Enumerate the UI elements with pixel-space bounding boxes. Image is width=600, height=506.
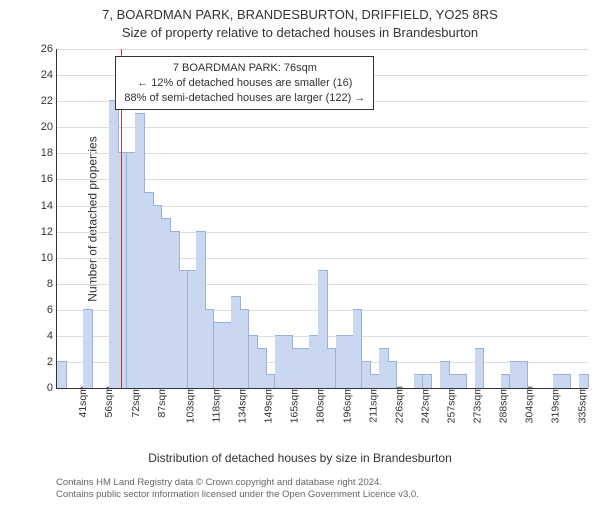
y-tick-label: 8 bbox=[29, 278, 53, 290]
histogram-bar bbox=[388, 361, 398, 388]
annotation-line-1: 7 BOARDMAN PARK: 76sqm bbox=[124, 61, 365, 76]
x-tick-label: 242sqm bbox=[420, 386, 432, 423]
title-line-1: 7, BOARDMAN PARK, BRANDESBURTON, DRIFFIE… bbox=[8, 6, 592, 24]
x-axis-label: Distribution of detached houses by size … bbox=[0, 451, 600, 465]
footer: Contains HM Land Registry data © Crown c… bbox=[56, 477, 588, 502]
y-tick-label: 4 bbox=[29, 330, 53, 342]
x-tick-label: 257sqm bbox=[446, 386, 458, 423]
y-tick-label: 16 bbox=[29, 173, 53, 185]
x-tick-label: 319sqm bbox=[550, 386, 562, 423]
x-tick-label: 41sqm bbox=[77, 386, 89, 418]
x-tick-label: 134sqm bbox=[237, 386, 249, 423]
y-tick-label: 18 bbox=[29, 147, 53, 159]
histogram-bar bbox=[83, 309, 93, 388]
x-tick-label: 211sqm bbox=[367, 386, 379, 423]
y-tick-label: 24 bbox=[29, 69, 53, 81]
footer-line-1: Contains HM Land Registry data © Crown c… bbox=[56, 477, 588, 489]
x-tick-label: 335sqm bbox=[576, 386, 588, 423]
y-tick-label: 20 bbox=[29, 121, 53, 133]
y-tick-label: 26 bbox=[29, 43, 53, 55]
y-tick-label: 0 bbox=[29, 382, 53, 394]
histogram-bar bbox=[562, 374, 572, 388]
x-tick-label: 196sqm bbox=[341, 386, 353, 423]
annotation-box: 7 BOARDMAN PARK: 76sqm ← 12% of detached… bbox=[115, 56, 374, 111]
histogram-bar bbox=[579, 374, 589, 388]
title-line-2: Size of property relative to detached ho… bbox=[8, 24, 592, 42]
annotation-line-2: ← 12% of detached houses are smaller (16… bbox=[124, 76, 365, 91]
histogram-bar bbox=[518, 361, 528, 388]
y-tick-label: 22 bbox=[29, 95, 53, 107]
x-tick-label: 226sqm bbox=[393, 386, 405, 423]
x-tick-label: 288sqm bbox=[498, 386, 510, 423]
chart-area: Number of detached properties 7 BOARDMAN… bbox=[56, 49, 588, 389]
y-tick-label: 6 bbox=[29, 304, 53, 316]
x-tick-label: 103sqm bbox=[184, 386, 196, 423]
x-tick-label: 165sqm bbox=[289, 386, 301, 423]
y-tick-label: 12 bbox=[29, 226, 53, 238]
x-tick-label: 180sqm bbox=[315, 386, 327, 423]
histogram-bar bbox=[457, 374, 467, 388]
x-tick-label: 118sqm bbox=[210, 386, 222, 423]
histogram-bar bbox=[423, 374, 433, 388]
x-tick-label: 87sqm bbox=[155, 386, 167, 418]
annotation-line-3: 88% of semi-detached houses are larger (… bbox=[124, 91, 365, 106]
x-tick-label: 72sqm bbox=[129, 386, 141, 418]
y-tick-label: 2 bbox=[29, 356, 53, 368]
x-tick-label: 273sqm bbox=[472, 386, 484, 423]
histogram-bar bbox=[475, 348, 485, 388]
x-tick-label: 149sqm bbox=[263, 386, 275, 423]
y-tick-label: 10 bbox=[29, 252, 53, 264]
y-tick-label: 14 bbox=[29, 200, 53, 212]
x-tick-label: 56sqm bbox=[103, 386, 115, 418]
plot: 7 BOARDMAN PARK: 76sqm ← 12% of detached… bbox=[56, 49, 588, 389]
x-tick-label: 304sqm bbox=[524, 386, 536, 423]
histogram-bar bbox=[57, 361, 67, 388]
chart-title: 7, BOARDMAN PARK, BRANDESBURTON, DRIFFIE… bbox=[0, 6, 600, 41]
